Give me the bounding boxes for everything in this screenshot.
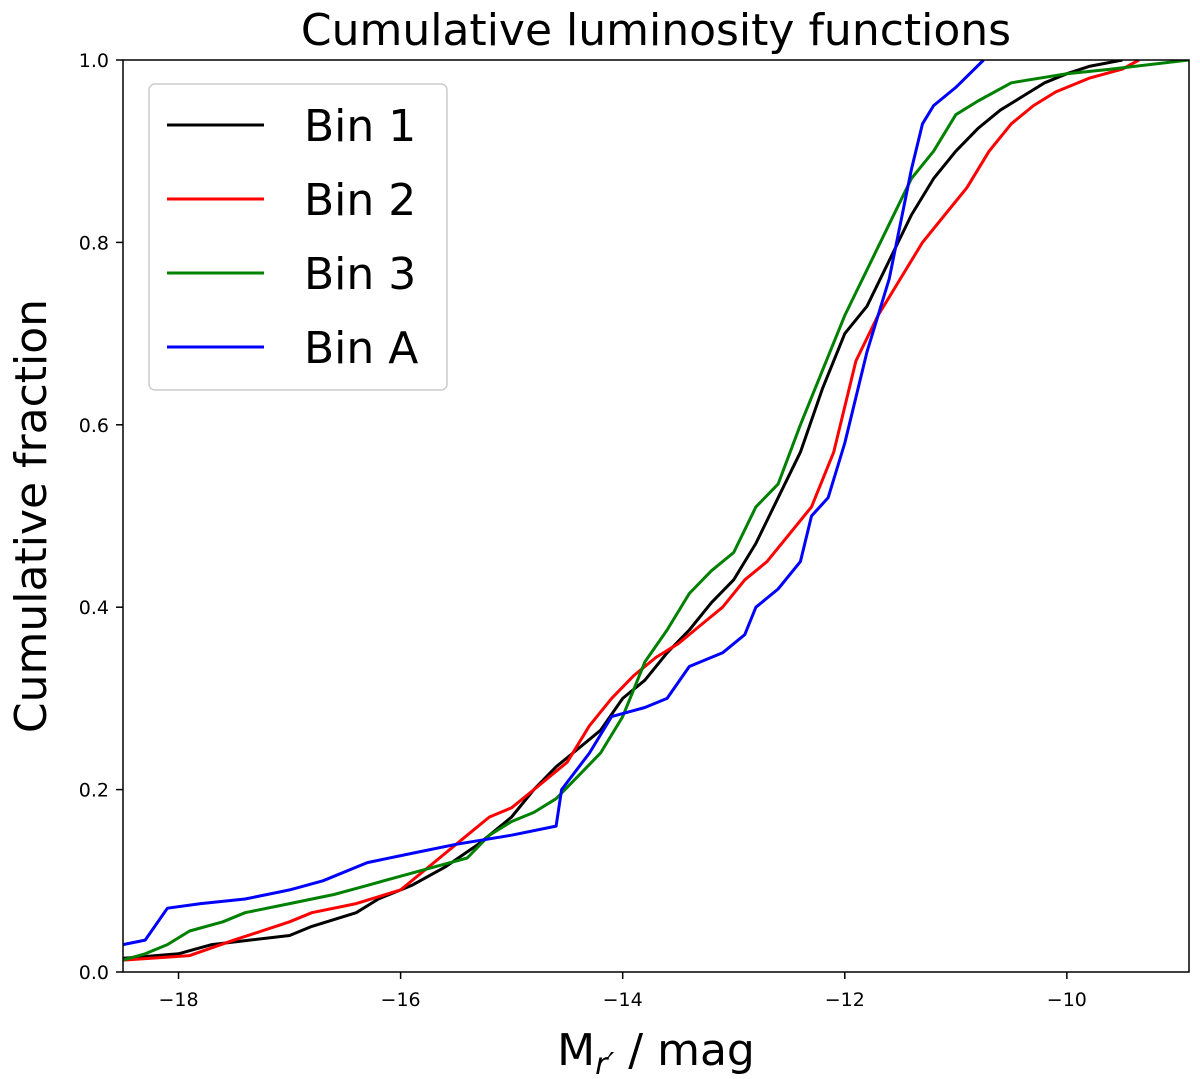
y-axis-ticks: 0.0 0.2 0.4 0.6 0.8 1.0 — [79, 50, 123, 984]
x-axis-label: Mr′ / mag — [557, 1025, 755, 1079]
series-group — [123, 60, 1189, 962]
y-tick-label: 0.4 — [79, 597, 109, 619]
legend: Bin 1 Bin 2 Bin 3 Bin A — [148, 83, 448, 391]
series-line-bin-3 — [123, 60, 1189, 962]
y-tick-label: 0.6 — [79, 415, 109, 437]
plot-frame — [122, 59, 1190, 973]
series-line-bin-1 — [123, 60, 1123, 960]
x-axis-label-main: M — [557, 1025, 595, 1076]
y-tick-label: 0.8 — [79, 232, 109, 254]
legend-box — [148, 83, 448, 391]
series-line-bin-2 — [123, 60, 1140, 962]
legend-label: Bin A — [304, 323, 418, 374]
x-tick-label: −12 — [825, 989, 865, 1011]
x-axis-ticks: −18 −16 −14 −12 −10 — [158, 972, 1087, 1011]
x-tick-label: −14 — [603, 989, 643, 1011]
y-tick-label: 0.2 — [79, 780, 109, 802]
x-axis-label-sub: r′ — [595, 1047, 614, 1079]
y-tick-label: 0.0 — [79, 962, 109, 984]
x-tick-label: −10 — [1047, 989, 1087, 1011]
legend-label: Bin 2 — [304, 175, 416, 226]
y-tick-label: 1.0 — [79, 50, 109, 72]
legend-label: Bin 3 — [304, 249, 416, 300]
x-tick-label: −16 — [381, 989, 421, 1011]
chart-title: Cumulative luminosity functions — [301, 5, 1011, 56]
x-axis-label-unit: / mag — [614, 1025, 755, 1076]
y-axis-label: Cumulative fraction — [6, 299, 57, 733]
legend-label: Bin 1 — [304, 101, 416, 152]
series-line-bin-a — [123, 60, 985, 947]
x-tick-label: −18 — [158, 989, 198, 1011]
